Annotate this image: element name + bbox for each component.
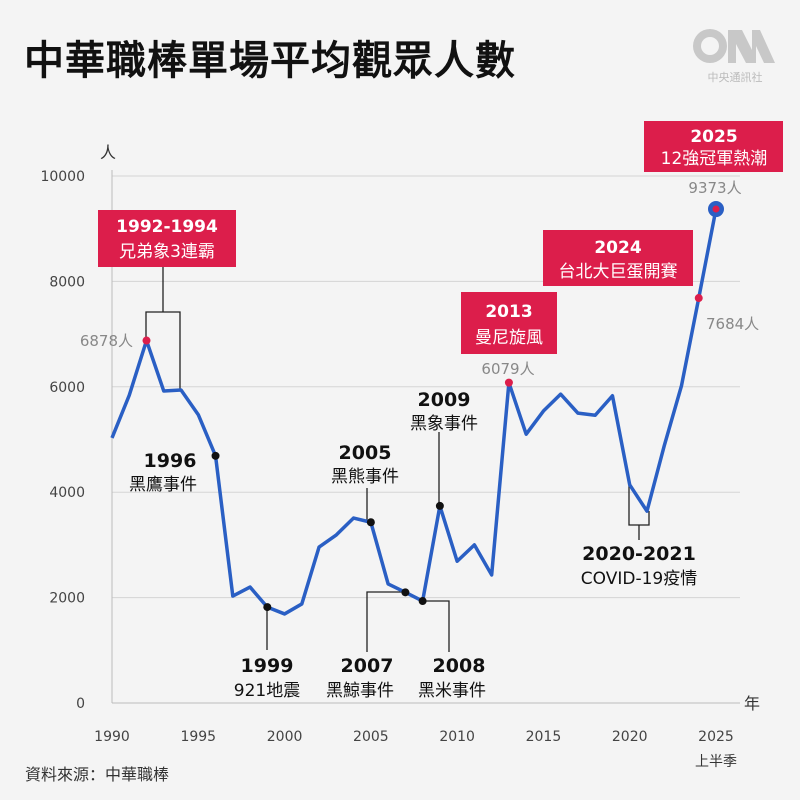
annotation-text: 黑象事件	[410, 414, 478, 434]
bracket-2007	[366, 591, 405, 652]
x-tick-label: 2015	[526, 729, 562, 745]
bracket-2020-2021	[628, 485, 650, 540]
data-point-1992	[142, 336, 151, 345]
annotation-text: 黑鯨事件	[326, 681, 394, 701]
data-point-2005	[366, 518, 375, 527]
annotation-year: 2024	[594, 238, 641, 258]
annotation-year: 2025	[690, 127, 737, 147]
annotation-text: 曼尼旋風	[475, 328, 543, 348]
annotation-box-2025	[644, 121, 783, 172]
annotation-text: 黑米事件	[418, 681, 486, 701]
series-line	[110, 208, 718, 616]
annotation-year: 2013	[485, 302, 532, 322]
annotation-text: 921地震	[234, 681, 300, 701]
annotation-text: 台北大巨蛋開賽	[559, 261, 678, 282]
data-point-1999	[263, 603, 272, 612]
data-point-1996	[211, 451, 220, 460]
x-tick-label: 2000	[267, 729, 303, 745]
data-point-2009	[435, 501, 444, 510]
annotation-box-2013	[461, 292, 557, 354]
annotation-year: 2007	[341, 655, 394, 677]
x-tick-label: 2010	[439, 729, 475, 745]
annotation-year: 1992-1994	[116, 217, 218, 237]
data-point-2013	[504, 378, 513, 387]
y-tick-label: 6000	[49, 380, 85, 396]
y-tick-label: 8000	[49, 274, 85, 290]
cna-logo: 中央通訊社	[693, 29, 775, 84]
data-point-2008	[418, 597, 427, 606]
annotation-text: 黑鷹事件	[129, 474, 197, 495]
annotation-year: 2005	[339, 442, 392, 464]
annotation-year: 2008	[433, 655, 486, 677]
y-tick-label: 10000	[40, 169, 85, 185]
value-label-2013: 6079人	[481, 360, 534, 378]
annotation-box-2024	[543, 230, 693, 286]
x-tick-label: 1995	[180, 729, 216, 745]
data-point-2007	[401, 588, 410, 597]
data-point-2025-center	[712, 205, 720, 213]
annotation-year: 1999	[241, 655, 294, 677]
bracket-2008	[422, 600, 450, 652]
annotation-box-1992	[98, 210, 236, 267]
annotation-year: 2009	[418, 389, 471, 411]
annotation-text: 兄弟象3連霸	[119, 242, 215, 262]
y-tick-label: 0	[76, 696, 85, 712]
x-tick-note: 上半季	[695, 754, 737, 770]
x-tick-label: 2005	[353, 729, 389, 745]
annotation-year: 2020-2021	[582, 543, 696, 565]
y-tick-label: 2000	[49, 591, 85, 607]
annotation-text: 12強冠軍熱潮	[661, 149, 768, 169]
annotation-year: 1996	[144, 450, 197, 472]
value-label-2025: 9373人	[688, 179, 741, 197]
chart-title: 中華職棒單場平均觀眾人數	[24, 38, 516, 84]
annotation-text: 黑熊事件	[331, 467, 399, 487]
x-tick-label: 1990	[94, 729, 130, 745]
bracket-1992-1994	[145, 267, 181, 390]
y-axis-unit: 人	[100, 143, 116, 162]
logo-subtitle: 中央通訊社	[708, 70, 763, 84]
data-point-2024	[694, 294, 703, 303]
y-tick-label: 4000	[49, 485, 85, 501]
annotation-text: COVID-19疫情	[581, 569, 697, 589]
x-tick-label: 2025	[698, 729, 734, 745]
source-note: 資料來源：中華職棒	[25, 765, 170, 784]
value-label-1992: 6878人	[80, 332, 133, 350]
x-tick-label: 2020	[612, 729, 648, 745]
value-label-2024: 7684人	[706, 315, 759, 333]
x-axis-unit: 年	[744, 694, 760, 713]
